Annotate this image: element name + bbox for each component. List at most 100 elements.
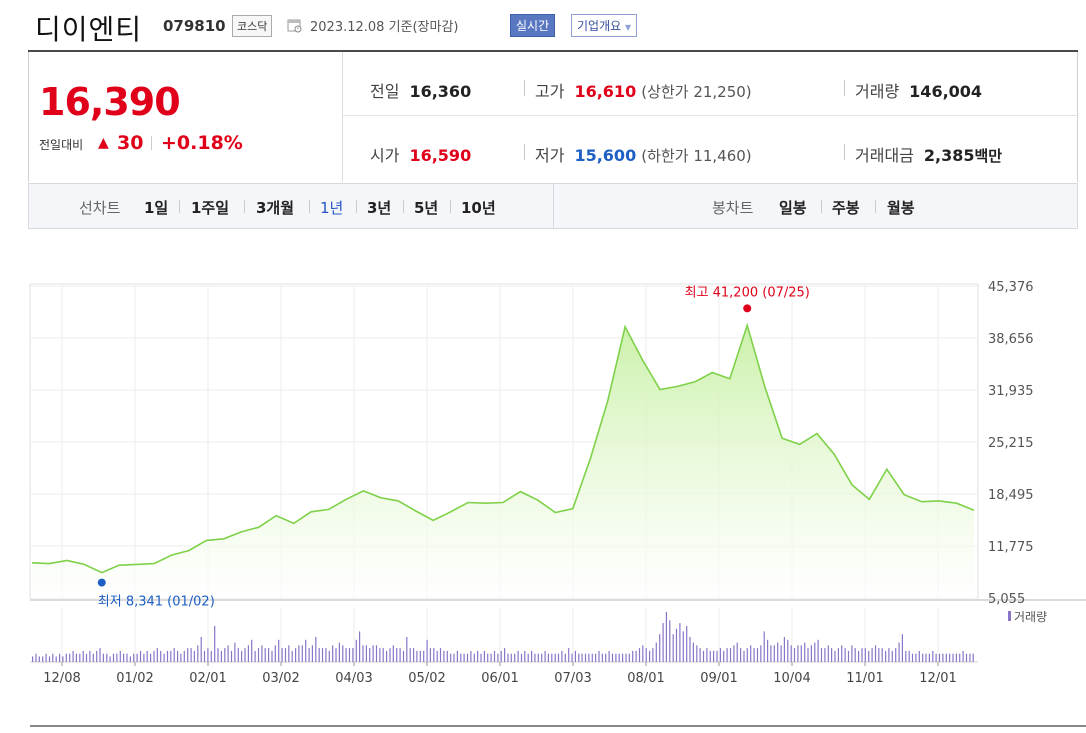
- volume-bar: [369, 648, 371, 662]
- volume-bar: [881, 648, 883, 662]
- period-10y[interactable]: 10년: [461, 199, 496, 217]
- y-tick-label: 5,055: [988, 592, 1025, 607]
- volume-bar: [679, 623, 681, 662]
- volume-bar: [891, 650, 893, 662]
- day-high: 고가 16,610 (상한가 21,250): [535, 78, 752, 102]
- stock-name: 디이엔티: [35, 13, 143, 46]
- volume-bar: [42, 656, 44, 662]
- volume-bar: [217, 648, 219, 662]
- volume-bar: [834, 650, 836, 662]
- volume-bar: [409, 648, 411, 662]
- volume-bar: [69, 653, 71, 662]
- volume-bar: [642, 645, 644, 662]
- volume-bar: [952, 653, 954, 662]
- volume-bar: [187, 648, 189, 662]
- volume-bar: [911, 653, 914, 662]
- change-percent: +0.18%: [161, 132, 243, 154]
- volume-bar: [611, 653, 614, 662]
- x-tick-label: 10/04: [773, 671, 810, 686]
- stock-code: 079810: [163, 17, 226, 35]
- volume-bar: [942, 653, 944, 662]
- volume-bar: [797, 645, 799, 662]
- volume-bar: [241, 650, 243, 662]
- volume-bar: [389, 648, 391, 662]
- volume-bar: [365, 645, 367, 662]
- candle-daily[interactable]: 일봉: [779, 199, 807, 217]
- volume-bar: [800, 645, 802, 662]
- price-chart[interactable]: 45,376 38,656 31,935 25,215 18,495 11,775 5,05…: [0, 230, 1086, 729]
- volume-bar: [139, 650, 142, 662]
- volume-bar: [719, 648, 721, 662]
- volume-bar: [477, 650, 479, 662]
- volume-bar: [497, 653, 499, 662]
- volume-bar: [325, 648, 327, 662]
- volume-bar: [251, 639, 253, 662]
- volume-bar: [301, 645, 303, 662]
- volume-bar: [288, 645, 290, 662]
- volume-bar: [109, 656, 111, 662]
- volume-bar: [220, 650, 222, 662]
- volume-bar: [510, 653, 512, 662]
- volume-bar: [824, 648, 826, 662]
- volume-bar: [72, 650, 74, 662]
- change-value: 30: [117, 132, 144, 154]
- volume-bar: [62, 656, 64, 662]
- candle-weekly[interactable]: 주봉: [832, 199, 860, 217]
- candle-monthly[interactable]: 월봉: [887, 199, 915, 217]
- period-3m[interactable]: 3개월: [256, 199, 295, 217]
- volume-bar: [625, 653, 627, 662]
- volume-bar: [470, 650, 472, 662]
- volume-bar: [359, 631, 361, 662]
- volume-bar: [804, 642, 806, 662]
- volume-bar: [659, 634, 661, 662]
- period-3y[interactable]: 3년: [367, 199, 392, 217]
- volume-bar: [885, 650, 887, 662]
- low-marker: [97, 578, 106, 587]
- volume-bar: [682, 631, 684, 662]
- volume-bar: [264, 648, 266, 662]
- period-1d[interactable]: 1일: [144, 199, 169, 217]
- volume-bar: [716, 650, 718, 662]
- volume-bar: [662, 623, 664, 662]
- market-badge: 코스닥: [232, 15, 273, 37]
- volume-bar: [119, 650, 121, 662]
- day-low: 저가 15,600 (하한가 11,460): [535, 142, 752, 166]
- volume-bar: [59, 653, 61, 662]
- realtime-button[interactable]: 실시간: [510, 14, 556, 37]
- volume-bar: [224, 648, 226, 662]
- volume-bar: [183, 650, 185, 662]
- day-high-label: 고가: [535, 82, 565, 101]
- volume-bar: [851, 645, 853, 662]
- volume-bar: [375, 645, 378, 662]
- divider: [844, 144, 845, 160]
- period-1w[interactable]: 1주일: [191, 199, 230, 217]
- volume-bar: [82, 650, 84, 662]
- volume-bar: [726, 648, 728, 662]
- period-bar: 선차트 1일 1주일 3개월 1년 3년 5년 10년 봉차트 일봉 주봉 월봉: [28, 183, 1078, 229]
- volume-bar: [386, 650, 388, 662]
- divider: [524, 80, 525, 96]
- volume-bar: [756, 648, 759, 662]
- volume-bar: [52, 653, 54, 662]
- volume-bar: [466, 653, 469, 662]
- volume-bar: [227, 645, 229, 662]
- volume-bar: [581, 653, 583, 662]
- volume-bar: [278, 639, 280, 662]
- volume-bar: [214, 625, 216, 662]
- divider: [875, 200, 876, 213]
- volume-bar: [753, 648, 755, 662]
- volume-bar: [500, 650, 502, 662]
- company-overview-button[interactable]: 기업개요 ▼: [571, 14, 638, 37]
- volume-bar: [48, 656, 51, 662]
- period-5y[interactable]: 5년: [414, 199, 439, 217]
- volume-bar: [574, 650, 576, 662]
- volume-bar: [210, 650, 212, 662]
- volume-bar: [925, 653, 927, 662]
- volume-bar: [743, 650, 745, 662]
- period-1y[interactable]: 1년: [320, 199, 344, 217]
- volume-bar: [254, 650, 256, 662]
- volume-bar: [790, 645, 792, 662]
- volume-bar: [854, 648, 856, 662]
- volume-bar: [166, 650, 169, 662]
- volume-bar: [257, 648, 260, 662]
